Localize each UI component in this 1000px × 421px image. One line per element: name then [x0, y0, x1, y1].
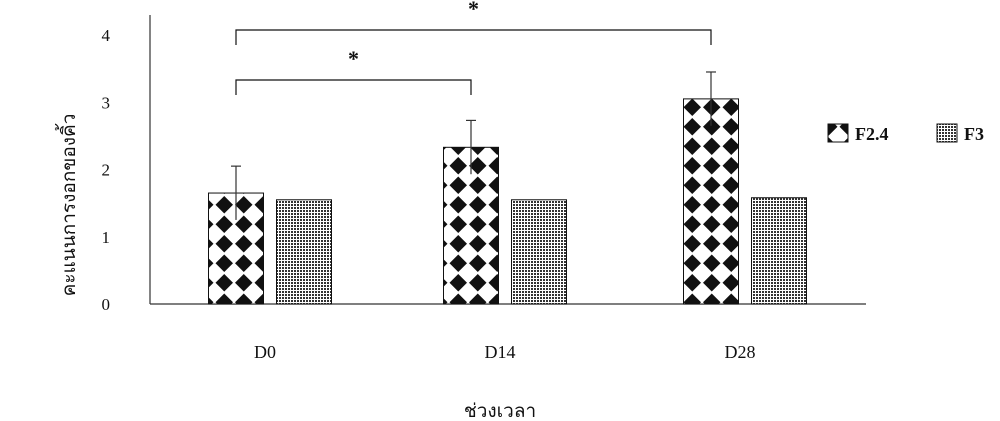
bar-f3-d14 — [511, 199, 567, 305]
significance-brackets: ** — [235, 0, 712, 95]
x-tick-label: D0 — [254, 342, 276, 362]
y-tick-label: 2 — [102, 161, 111, 180]
legend-label-f3: F3 — [964, 124, 984, 144]
y-axis-title: คะแนนการงอกของคิ้ว — [55, 114, 80, 297]
significance-star: * — [348, 46, 359, 71]
y-tick-label: 0 — [102, 295, 111, 314]
bar-f3-d0 — [276, 199, 332, 305]
significance-bracket — [235, 29, 712, 45]
bar-f3-d28 — [751, 197, 807, 305]
legend: F2.4 F3 — [827, 123, 984, 144]
bar-f2-4-d28 — [683, 98, 739, 305]
legend-swatch-f2-4 — [827, 123, 849, 143]
y-tick-label: 1 — [102, 228, 111, 247]
axes — [149, 15, 866, 305]
bars — [208, 98, 807, 305]
y-tick-labels: 0 1 2 3 4 — [102, 26, 111, 314]
error-bars — [231, 71, 716, 220]
significance-star: * — [468, 0, 479, 21]
category-labels: D0 D14 D28 — [254, 342, 756, 362]
x-axis-title: ช่วงเวลา — [464, 400, 536, 421]
x-tick-label: D14 — [485, 342, 516, 362]
y-tick-label: 3 — [102, 93, 111, 112]
significance-bracket — [235, 79, 472, 95]
legend-label-f2-4: F2.4 — [855, 124, 889, 144]
y-tick-label: 4 — [102, 26, 111, 45]
x-tick-label: D28 — [725, 342, 756, 362]
legend-swatch-f3 — [936, 123, 958, 143]
